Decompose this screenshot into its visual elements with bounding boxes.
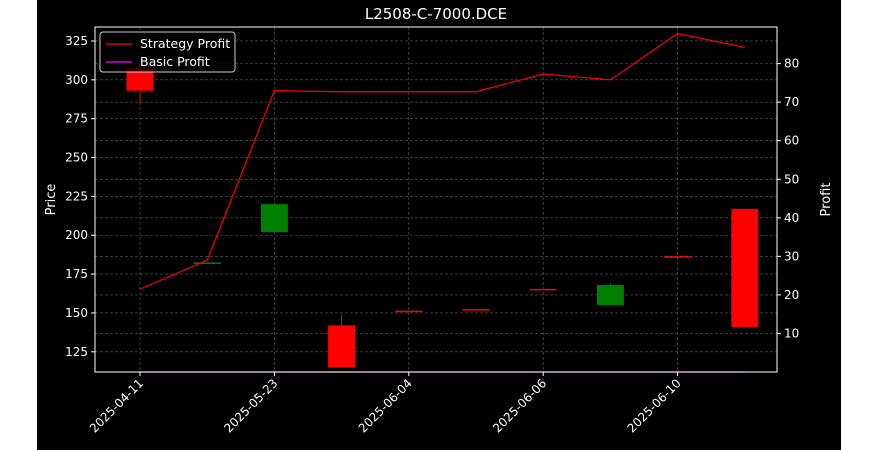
x-tick-label-4: 2025-06-10 <box>625 376 684 435</box>
profit-lines <box>139 32 745 373</box>
y-left-tick-label-2: 175 <box>65 267 88 281</box>
y-left-tick-label-0: 125 <box>65 345 88 359</box>
left-y-axis: 125 150 175 200 225 250 275 300 325 <box>65 34 95 359</box>
candle-0 <box>126 67 154 102</box>
x-tick-label-3: 2025-06-06 <box>490 376 549 435</box>
candle-body-3 <box>328 325 356 368</box>
chart-figure: 125 150 175 200 225 250 275 300 325 10 20 30 40 50 60… <box>37 0 841 450</box>
candle-body-6 <box>529 288 557 291</box>
y-right-tick-label-3: 40 <box>784 211 799 225</box>
y-right-tick-label-1: 20 <box>784 288 799 302</box>
y-right-tick-label-0: 10 <box>784 326 799 340</box>
candle-body-8 <box>664 256 692 258</box>
y-left-tick-label-5: 250 <box>65 151 88 165</box>
x-axis: 2025-04-11 2025-05-23 2025-06-04 2025-06-06… <box>87 372 684 435</box>
candle-5 <box>462 309 490 311</box>
candlestick-chart: 125 150 175 200 225 250 275 300 325 10 20 30 40 50 60… <box>44 5 834 435</box>
legend-box <box>99 31 236 73</box>
legend-label-strategy-profit: Strategy Profit <box>140 36 230 51</box>
grid <box>95 27 777 372</box>
candle-7 <box>596 283 624 306</box>
x-tick-label-1: 2025-05-23 <box>221 376 280 435</box>
candle-4 <box>395 310 423 313</box>
y-left-tick-label-8: 325 <box>65 34 88 48</box>
candle-body-5 <box>462 309 490 311</box>
y-right-tick-label-2: 30 <box>784 249 799 263</box>
candle-8 <box>664 256 692 258</box>
candle-3 <box>328 314 356 368</box>
y-right-tick-label-6: 70 <box>784 95 799 109</box>
chart-title: L2508-C-7000.DCE <box>365 5 507 23</box>
candle-body-9 <box>731 208 759 327</box>
candle-6 <box>529 288 557 291</box>
candle-9 <box>731 208 759 327</box>
candle-2 <box>260 204 288 233</box>
y-axis-label-right: Profit <box>819 183 834 217</box>
y-right-tick-label-7: 80 <box>784 57 799 71</box>
x-tick-label-0: 2025-04-11 <box>87 376 146 435</box>
legend: Strategy Profit Basic Profit <box>99 31 236 73</box>
x-tick-label-2: 2025-06-04 <box>356 376 415 435</box>
y-left-tick-label-4: 225 <box>65 189 88 203</box>
y-axis-label-left: Price <box>44 184 59 216</box>
right-y-axis: 10 20 30 40 50 60 70 80 <box>777 57 799 340</box>
candle-body-0 <box>126 67 154 91</box>
y-right-tick-label-4: 50 <box>784 172 799 186</box>
y-left-tick-label-7: 300 <box>65 73 88 87</box>
series-line-strategy-profit <box>139 32 745 290</box>
legend-label-basic-profit: Basic Profit <box>140 54 210 69</box>
plot-frame <box>94 26 778 373</box>
candle-body-4 <box>395 310 423 313</box>
y-left-tick-label-6: 275 <box>65 112 88 126</box>
y-left-tick-label-1: 150 <box>65 306 88 320</box>
y-left-tick-label-3: 200 <box>65 228 88 242</box>
y-right-tick-label-5: 60 <box>784 134 799 148</box>
candles <box>126 67 759 368</box>
candle-body-2 <box>260 204 288 233</box>
candle-body-1 <box>193 262 221 264</box>
candle-1 <box>193 262 221 264</box>
candle-body-7 <box>596 284 624 306</box>
